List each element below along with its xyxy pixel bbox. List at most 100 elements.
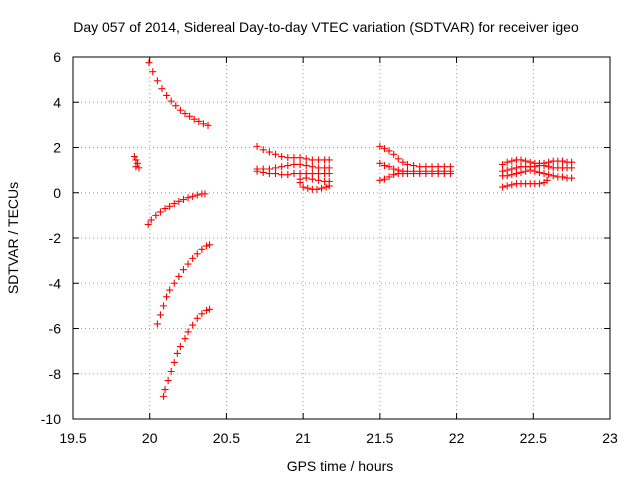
data-point bbox=[302, 174, 310, 182]
data-point bbox=[173, 349, 181, 357]
x-tick-label: 21 bbox=[295, 430, 311, 446]
data-point bbox=[376, 176, 384, 184]
data-point bbox=[176, 343, 184, 351]
data-point bbox=[179, 266, 187, 274]
data-point bbox=[325, 156, 333, 164]
data-point bbox=[540, 162, 548, 170]
data-point bbox=[302, 155, 310, 163]
data-point bbox=[152, 211, 160, 219]
y-tick-label: 4 bbox=[53, 94, 61, 110]
data-point bbox=[503, 172, 511, 180]
data-point bbox=[189, 321, 197, 329]
data-point bbox=[522, 167, 530, 175]
data-point bbox=[195, 117, 203, 125]
data-point bbox=[189, 192, 197, 200]
data-point bbox=[206, 241, 214, 249]
series-block-22.5-lowmid bbox=[499, 166, 576, 182]
data-point bbox=[130, 153, 138, 161]
data-point bbox=[153, 320, 161, 328]
data-point bbox=[314, 170, 322, 178]
data-point bbox=[166, 202, 174, 210]
data-point bbox=[166, 286, 174, 294]
data-point bbox=[184, 194, 192, 202]
data-point bbox=[545, 171, 553, 179]
series-block-21.7-mid bbox=[376, 159, 454, 175]
data-point bbox=[296, 175, 304, 183]
data-point bbox=[512, 170, 520, 178]
data-point bbox=[526, 166, 534, 174]
data-point bbox=[308, 163, 316, 171]
y-tick-labels: -10 -8 -6 -4 -2 0 2 4 6 bbox=[41, 49, 61, 427]
y-tick-label: 2 bbox=[53, 140, 61, 156]
data-point bbox=[399, 158, 407, 166]
data-point bbox=[558, 157, 566, 165]
x-tick-label: 19.5 bbox=[59, 430, 86, 446]
series-arc-minus1 bbox=[144, 190, 209, 228]
data-point bbox=[170, 200, 178, 208]
data-point bbox=[186, 112, 194, 120]
data-point bbox=[568, 164, 576, 172]
data-point bbox=[206, 305, 214, 313]
data-point bbox=[163, 293, 171, 301]
data-point bbox=[290, 160, 298, 168]
y-tick-label: -4 bbox=[49, 275, 62, 291]
data-point bbox=[265, 148, 273, 156]
data-point bbox=[376, 142, 384, 150]
series-block-21.7-low bbox=[376, 170, 454, 184]
data-point bbox=[175, 197, 183, 205]
x-tick-label: 20 bbox=[142, 430, 158, 446]
y-tick-label: -8 bbox=[49, 366, 62, 382]
data-point bbox=[410, 170, 418, 178]
data-point bbox=[161, 386, 169, 394]
data-point bbox=[390, 150, 398, 158]
grid-lines bbox=[73, 57, 610, 419]
data-point bbox=[508, 171, 516, 179]
data-point bbox=[163, 91, 171, 99]
data-point bbox=[135, 164, 143, 172]
data-point bbox=[503, 182, 511, 190]
data-point bbox=[299, 183, 307, 191]
data-point bbox=[517, 156, 525, 164]
x-tick-label: 22 bbox=[449, 430, 465, 446]
data-point bbox=[440, 170, 448, 178]
data-point bbox=[278, 153, 286, 161]
data-point bbox=[198, 245, 206, 253]
data-point bbox=[380, 175, 388, 183]
data-point bbox=[278, 163, 286, 171]
data-point bbox=[190, 115, 198, 123]
data-point bbox=[265, 170, 273, 178]
data-point bbox=[145, 59, 153, 67]
data-point bbox=[499, 160, 507, 168]
data-point bbox=[193, 191, 201, 199]
series-arc-minus7 bbox=[160, 305, 214, 400]
data-point bbox=[272, 150, 280, 158]
series-arc-minus4 bbox=[153, 241, 214, 328]
data-point bbox=[325, 170, 333, 178]
data-point bbox=[259, 146, 267, 154]
data-point bbox=[284, 162, 292, 170]
data-point bbox=[416, 170, 424, 178]
data-point bbox=[176, 106, 184, 114]
data-point bbox=[314, 156, 322, 164]
y-tick-label: 6 bbox=[53, 49, 61, 65]
data-point bbox=[380, 145, 388, 153]
data-point bbox=[144, 220, 152, 228]
data-point bbox=[184, 328, 192, 336]
chart-title: Day 057 of 2014, Sidereal Day-to-day VTE… bbox=[73, 19, 579, 35]
data-point bbox=[376, 159, 384, 167]
data-point bbox=[394, 155, 402, 163]
data-point bbox=[508, 157, 516, 165]
series-block-22.5-mid bbox=[499, 162, 576, 175]
data-point bbox=[201, 190, 209, 198]
data-point bbox=[543, 176, 551, 184]
x-tick-label: 23 bbox=[602, 430, 618, 446]
data-point bbox=[446, 170, 454, 178]
y-tick-label: -2 bbox=[49, 230, 62, 246]
data-point bbox=[156, 208, 164, 216]
x-axis-title: GPS time / hours bbox=[287, 458, 394, 474]
data-point bbox=[278, 171, 286, 179]
data-point bbox=[153, 77, 161, 85]
data-point bbox=[161, 205, 169, 213]
data-point bbox=[133, 159, 141, 167]
